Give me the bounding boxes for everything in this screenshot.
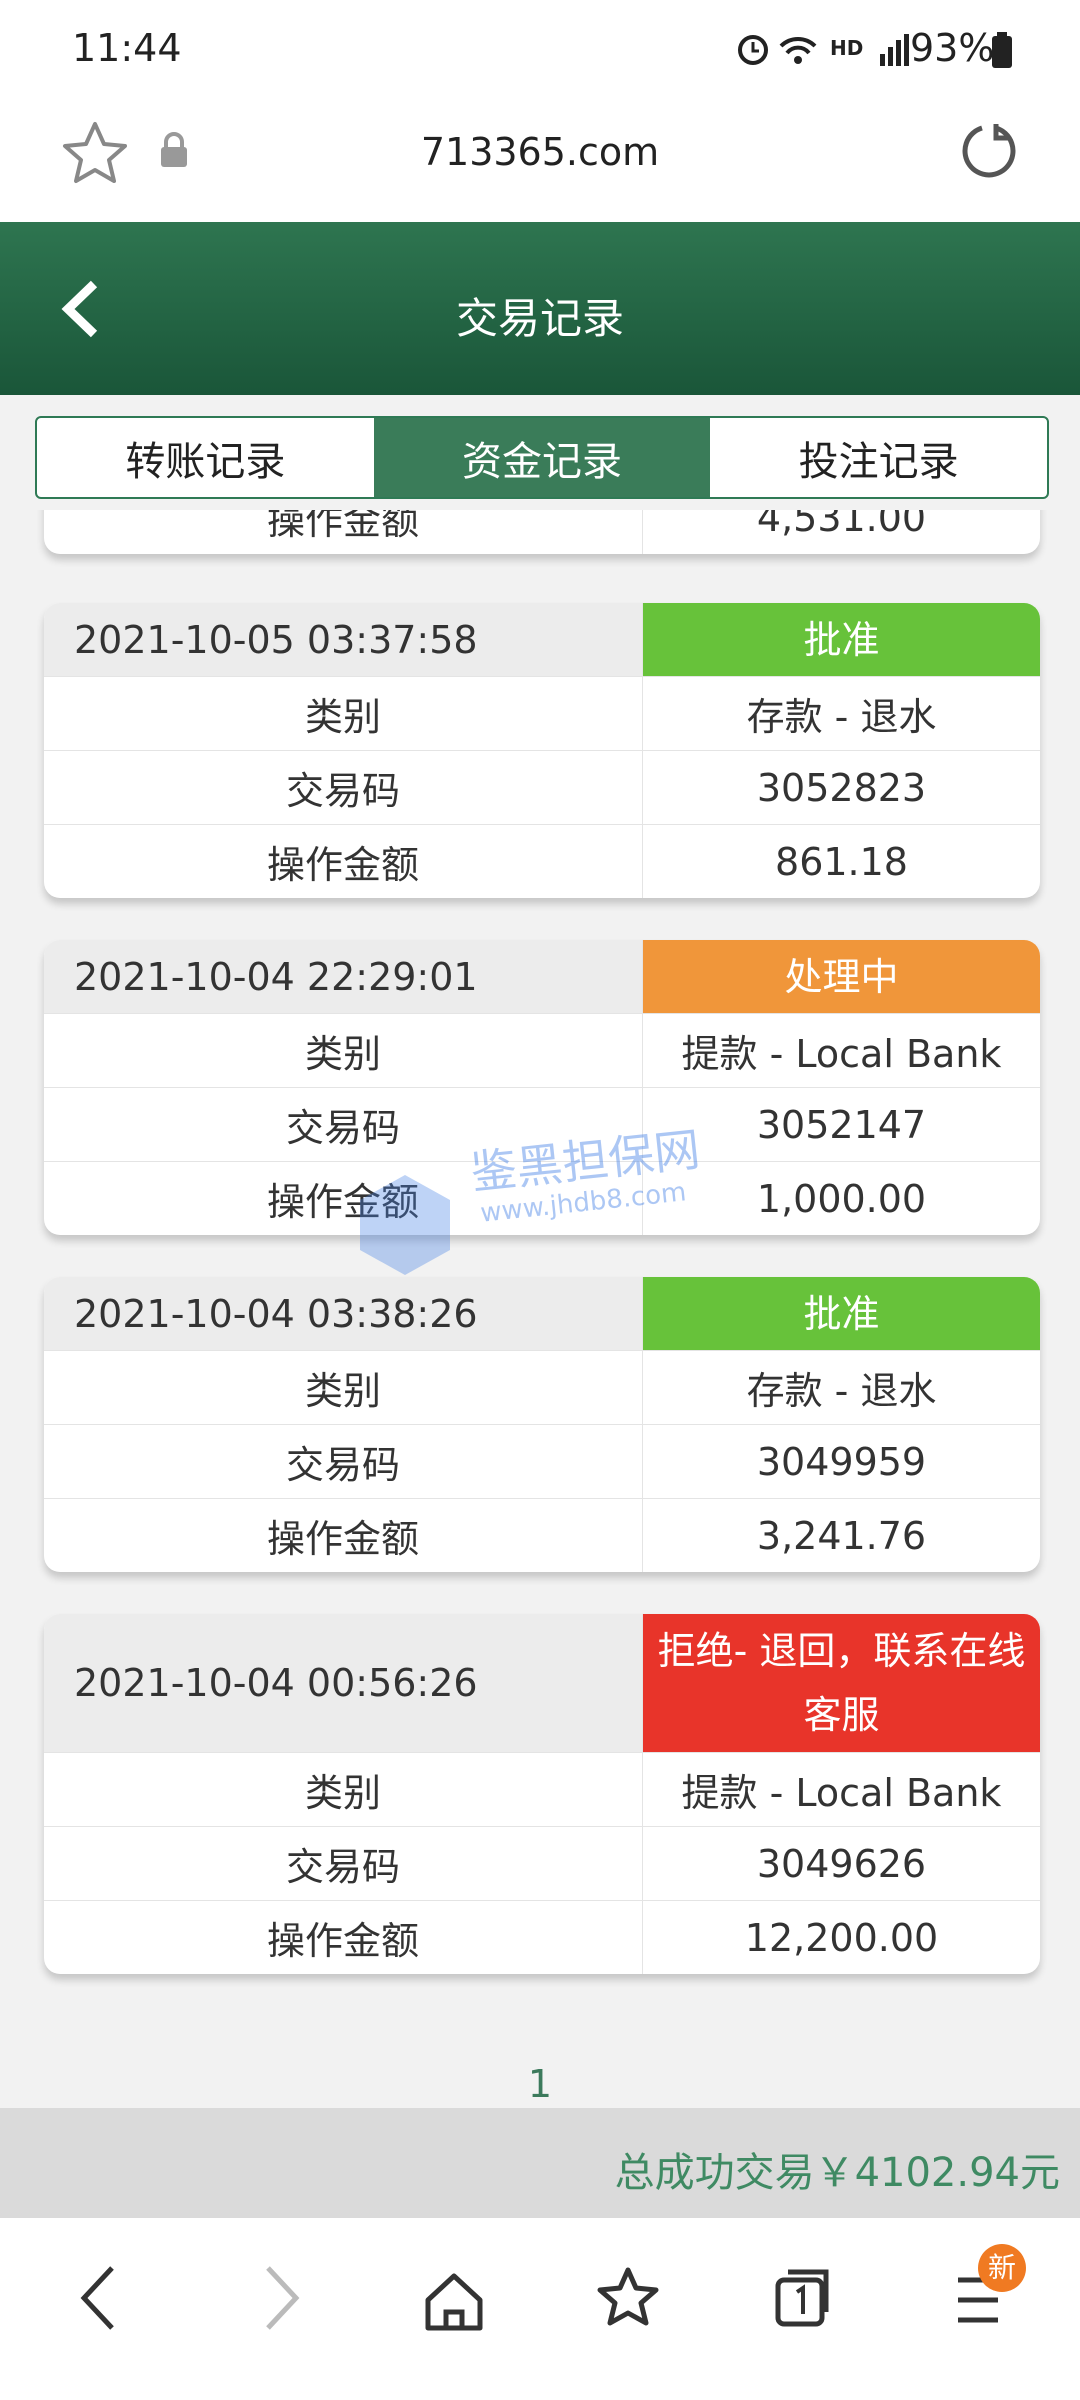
row-label: 交易码 <box>44 1425 643 1498</box>
record-row: 交易码 3052823 <box>44 750 1040 824</box>
record-card-partial: 操作金额 4,531.00 <box>44 510 1040 554</box>
record-time: 2021-10-04 03:38:26 <box>44 1277 643 1350</box>
bottom-nav <box>0 2218 1080 2400</box>
row-label: 操作金额 <box>44 1901 643 1974</box>
app-header <box>0 222 1080 395</box>
record-row: 类别 存款 - 退水 <box>44 676 1040 750</box>
record-row: 类别 提款 - Local Bank <box>44 1013 1040 1087</box>
record-row: 交易码 3049626 <box>44 1826 1040 1900</box>
row-value: 3052823 <box>756 765 927 810</box>
page-title: 交易记录 <box>455 294 624 343</box>
row-label: 类别 <box>44 1753 643 1826</box>
row-label: 类别 <box>44 1351 643 1424</box>
row-value: 存款 - 退水 <box>746 695 937 739</box>
tab[interactable]: 资金记录 <box>373 418 711 497</box>
row-label: 操作金额 <box>44 1499 643 1572</box>
record-time: 2021-10-05 03:37:58 <box>44 603 643 676</box>
row-value: 提款 - Local Bank <box>681 1032 1002 1076</box>
back-button[interactable] <box>58 278 102 340</box>
record-status: 批准 <box>643 603 1040 676</box>
record-row: 操作金额 1,000.00 <box>44 1161 1040 1235</box>
row-label: 操作金额 <box>44 1162 643 1235</box>
tab-bar: 转账记录 资金记录 投注记录 <box>35 416 1049 499</box>
record-row: 类别 提款 - Local Bank <box>44 1752 1040 1826</box>
row-value: 4,531.00 <box>756 510 927 540</box>
summary: 总成功交易￥4102.94元 <box>614 2150 1060 2196</box>
record-row: 交易码 3049959 <box>44 1424 1040 1498</box>
row-label: 操作金额 <box>44 825 643 898</box>
record-row: 操作金额 861.18 <box>44 824 1040 898</box>
lock-icon <box>161 132 187 167</box>
page-number[interactable]: 1 <box>527 2062 553 2106</box>
url[interactable]: 713365.com <box>420 130 660 174</box>
record-header: 2021-10-04 22:29:01 处理中 <box>44 940 1040 1013</box>
nav-tabs[interactable] <box>775 2269 829 2327</box>
tab[interactable]: 投注记录 <box>798 438 959 485</box>
record-row: 类别 存款 - 退水 <box>44 1350 1040 1424</box>
record-header: 2021-10-04 03:38:26 批准 <box>44 1277 1040 1350</box>
record-header: 2021-10-05 03:37:58 批准 <box>44 603 1040 676</box>
time: 11:44 <box>72 26 182 70</box>
nav-bookmarks[interactable] <box>597 2267 659 2326</box>
row-value: 3049959 <box>756 1439 927 1484</box>
record-time: 2021-10-04 00:56:26 <box>44 1614 643 1752</box>
record-status: 处理中 <box>643 940 1040 1013</box>
record-card: 2021-10-05 03:37:58 批准 类别 存款 - 退水交易码 3052823… <box>44 603 1040 898</box>
row-label: 类别 <box>44 1014 643 1087</box>
row-value: 861.18 <box>775 839 908 884</box>
record-row: 操作金额 3,241.76 <box>44 1498 1040 1572</box>
record-row: 交易码 3052147 <box>44 1087 1040 1161</box>
row-value: 提款 - Local Bank <box>681 1771 1002 1815</box>
watermark-logo <box>360 1175 450 1275</box>
row-label: 交易码 <box>44 1088 643 1161</box>
record-row: 操作金额 4,531.00 <box>44 510 1040 554</box>
bookmark-star[interactable] <box>62 120 128 184</box>
row-label: 交易码 <box>44 1827 643 1900</box>
row-label: 类别 <box>44 677 643 750</box>
row-value: 1,000.00 <box>756 1176 927 1221</box>
reload[interactable] <box>958 120 1020 182</box>
record-status: 拒绝- 退回，联系在线客服 <box>643 1614 1040 1752</box>
record-card: 2021-10-04 03:38:26 批准 类别 存款 - 退水交易码 3049959… <box>44 1277 1040 1572</box>
record-time: 2021-10-04 22:29:01 <box>44 940 643 1013</box>
row-value: 12,200.00 <box>744 1915 939 1960</box>
record-card: 2021-10-04 00:56:26 拒绝- 退回，联系在线客服 类别 提款 - L… <box>44 1614 1040 1974</box>
row-value: 存款 - 退水 <box>746 1369 937 1413</box>
network-type: HD <box>830 36 864 60</box>
record-card: 2021-10-04 22:29:01 处理中 类别 提款 - Local Bank 交… <box>44 940 1040 1235</box>
nav-back[interactable] <box>80 2266 114 2330</box>
nav-icons <box>80 2266 998 2331</box>
battery: 93% <box>910 26 995 70</box>
record-list: 操作金额 4,531.00 2021-10-05 03:37:58 批准 类别 存款 - … <box>0 510 1080 2108</box>
row-label: 交易码 <box>44 751 643 824</box>
row-value: 3,241.76 <box>756 1513 927 1558</box>
tab[interactable]: 转账记录 <box>125 438 286 485</box>
nav-forward[interactable] <box>266 2266 300 2330</box>
record-row: 操作金额 12,200.00 <box>44 1900 1040 1974</box>
row-label: 操作金额 <box>44 510 643 554</box>
record-status: 批准 <box>643 1277 1040 1350</box>
row-value: 3052147 <box>756 1102 927 1147</box>
summary-bar <box>0 2108 1080 2218</box>
battery-icon <box>992 32 1012 68</box>
nav-home[interactable] <box>425 2273 483 2331</box>
status-icons <box>738 34 909 66</box>
new-badge: 新 <box>978 2244 1026 2292</box>
row-value: 3049626 <box>756 1841 927 1886</box>
record-header: 2021-10-04 00:56:26 拒绝- 退回，联系在线客服 <box>44 1614 1040 1752</box>
